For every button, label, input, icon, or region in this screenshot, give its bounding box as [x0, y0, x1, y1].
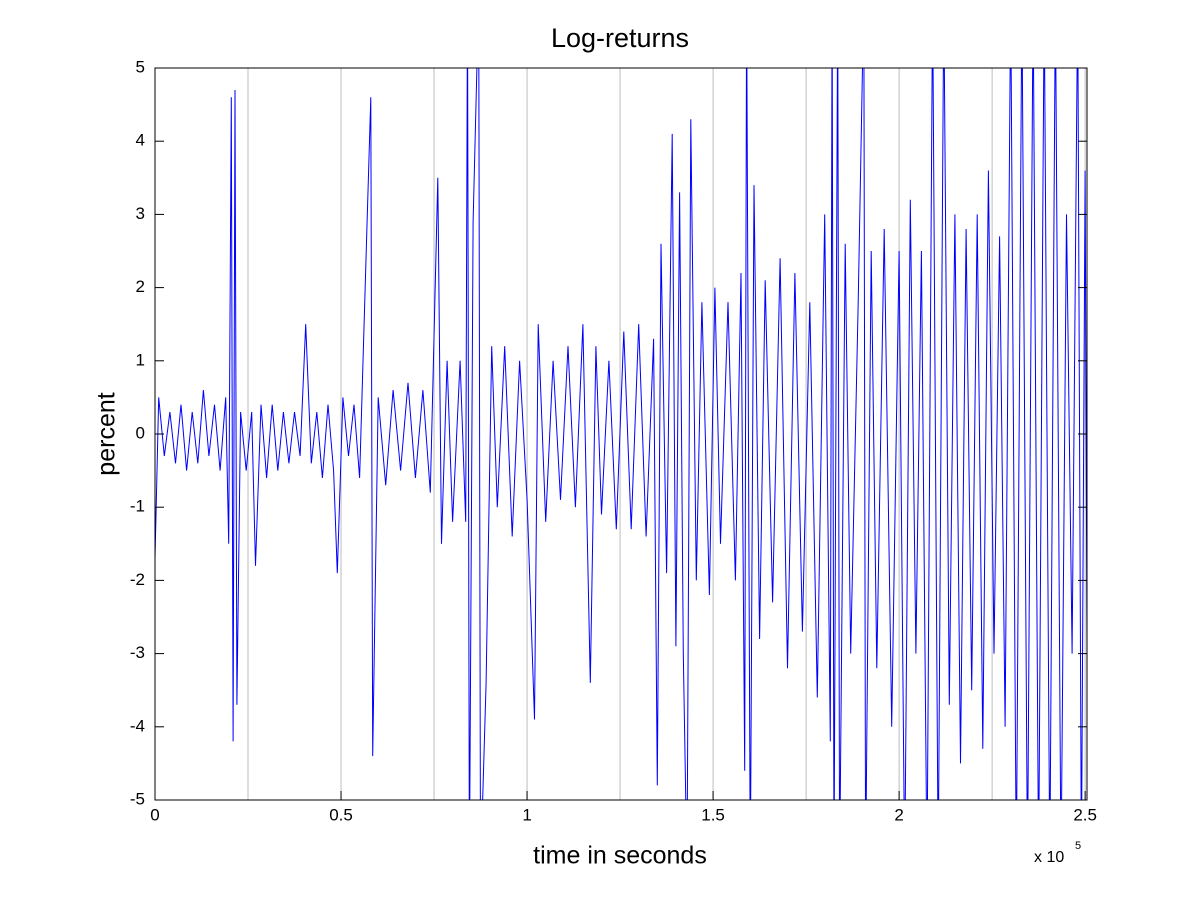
y-tick-label: 5 — [136, 57, 145, 76]
y-tick-label: -4 — [130, 716, 145, 735]
y-tick-label: 2 — [136, 277, 145, 296]
x-multiplier: x 10 — [1034, 849, 1064, 866]
y-tick-label: 1 — [136, 350, 145, 369]
y-axis-label: percent — [93, 392, 121, 475]
chart-title: Log-returns — [551, 23, 689, 53]
data-line — [155, 68, 1087, 800]
y-tick-label: 3 — [136, 204, 145, 223]
y-tick-label: -1 — [130, 497, 145, 516]
x-axis-label: time in seconds — [533, 842, 707, 870]
x-tick-label: 1.5 — [701, 805, 725, 824]
x-tick-label: 0.5 — [329, 805, 353, 824]
x-tick-label: 0 — [150, 805, 159, 824]
y-tick-label: -3 — [130, 643, 145, 662]
y-tick-label: 0 — [136, 423, 145, 442]
y-tick-label: -2 — [130, 570, 145, 589]
x-tick-label: 2 — [894, 805, 903, 824]
x-exponent: 5 — [1075, 840, 1081, 852]
y-tick-label: -5 — [130, 789, 145, 808]
x-tick-label: 1 — [522, 805, 531, 824]
x-tick-label: 2.5 — [1073, 805, 1097, 824]
y-tick-label: 4 — [136, 131, 145, 150]
